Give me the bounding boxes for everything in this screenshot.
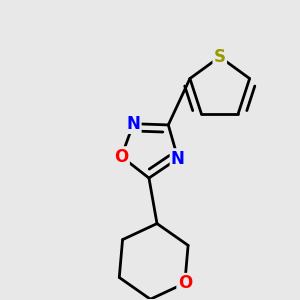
Text: O: O	[114, 148, 129, 166]
Text: N: N	[171, 149, 185, 167]
Text: O: O	[178, 274, 192, 292]
Text: N: N	[126, 115, 140, 133]
Text: S: S	[214, 48, 226, 66]
